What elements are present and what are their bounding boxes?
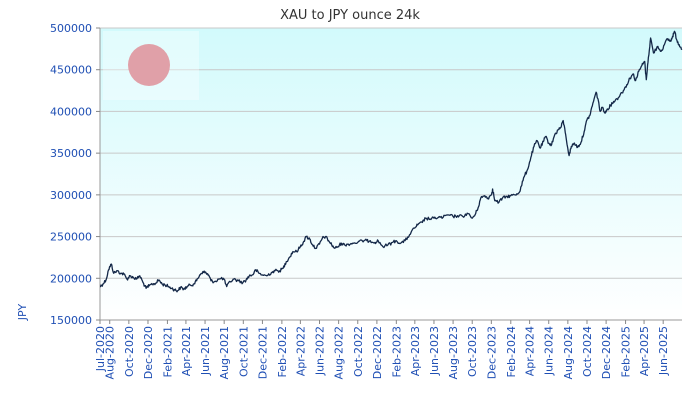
y-tick-label: 400000 — [50, 105, 92, 118]
x-tick-label: Jun-2021 — [199, 326, 212, 376]
x-tick-label: Aug-2023 — [447, 326, 460, 379]
x-tick-label: Aug-2021 — [218, 326, 231, 379]
y-tick-label: 350000 — [50, 147, 92, 160]
x-tick-label: Aug-2024 — [562, 326, 575, 379]
y-tick-label: 500000 — [50, 22, 92, 35]
x-tick-label: Jun-2025 — [657, 326, 670, 376]
x-tick-label: Dec-2020 — [142, 326, 155, 379]
x-tick-label: Jun-2023 — [428, 326, 441, 376]
y-tick-label: 300000 — [50, 189, 92, 202]
x-tick-label: Aug-2022 — [333, 326, 346, 379]
x-tick-label: Apr-2024 — [524, 326, 537, 376]
x-tick-label: Oct-2022 — [352, 326, 365, 377]
x-tick-label: Apr-2022 — [294, 326, 307, 376]
x-tick-label: Feb-2022 — [276, 326, 289, 377]
x-tick-label: Dec-2023 — [485, 326, 498, 379]
x-tick-label: Jun-2024 — [543, 326, 556, 376]
x-tick-label: Dec-2021 — [256, 326, 269, 379]
x-tick-label: Oct-2024 — [581, 326, 594, 377]
x-tick-label: Apr-2021 — [180, 326, 193, 376]
x-tick-label: Jul-2020 — [94, 326, 107, 372]
x-tick-label: Dec-2022 — [371, 326, 384, 379]
series-layer — [99, 30, 683, 293]
y-axis-ticks: 150000 200000 250000 300000 350000 400000 4500… — [50, 22, 100, 327]
plot-area — [100, 28, 682, 320]
y-tick-label: 200000 — [50, 272, 92, 285]
currency-flag — [103, 31, 199, 100]
y-tick-label: 450000 — [50, 64, 92, 77]
y-tick-label: 150000 — [50, 314, 92, 327]
chart-title: XAU to JPY ounce 24k — [280, 8, 420, 23]
x-tick-label: Feb-2025 — [620, 326, 633, 377]
x-tick-label: Feb-2024 — [505, 326, 518, 377]
x-tick-label: Dec-2024 — [600, 326, 613, 379]
x-tick-label: Apr-2023 — [409, 326, 422, 376]
x-tick-label: Feb-2021 — [161, 326, 174, 377]
x-tick-label: Jun-2022 — [314, 326, 327, 376]
y-tick-label: 250000 — [50, 231, 92, 244]
x-tick-label: Aug-2020 — [104, 326, 117, 379]
x-tick-label: Feb-2023 — [390, 326, 403, 377]
flag-circle — [128, 44, 170, 86]
x-tick-label: Oct-2023 — [466, 326, 479, 377]
x-tick-label: Apr-2025 — [638, 326, 651, 376]
y-axis-label: JPY — [16, 304, 29, 322]
x-tick-label: Oct-2020 — [123, 326, 136, 377]
series-line — [99, 30, 683, 293]
x-tick-label: Oct-2021 — [237, 326, 250, 377]
